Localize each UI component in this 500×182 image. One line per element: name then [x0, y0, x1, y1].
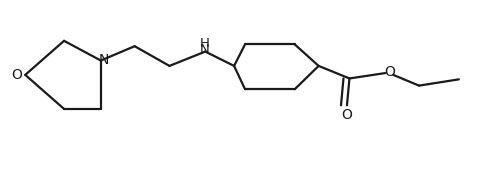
Text: N: N — [98, 53, 108, 67]
Text: N: N — [200, 43, 209, 56]
Text: O: O — [384, 65, 394, 79]
Text: O: O — [342, 108, 352, 122]
Text: H: H — [200, 37, 209, 50]
Text: O: O — [11, 68, 22, 82]
